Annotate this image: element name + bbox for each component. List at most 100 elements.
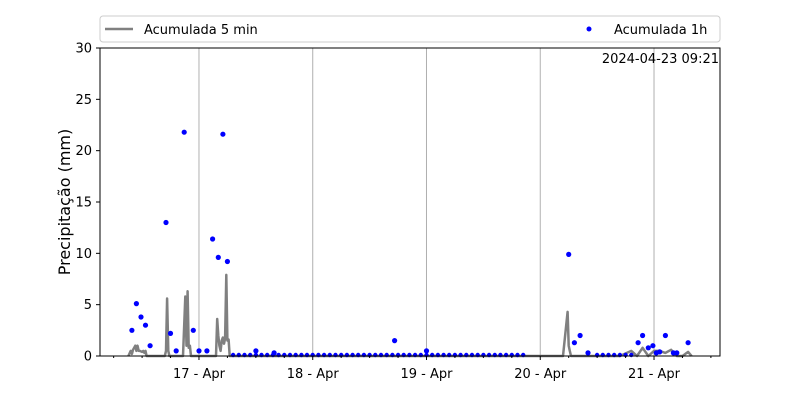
y-axis: 0 5 10 15 20 25 30 xyxy=(75,42,100,365)
data-point xyxy=(138,314,144,320)
legend-dot-swatch xyxy=(586,26,592,32)
y-tick-label: 5 xyxy=(84,298,92,313)
x-tick-label: 21 - Apr xyxy=(628,367,681,382)
series-line-acumulada-5min xyxy=(127,273,693,358)
data-point-zero xyxy=(287,352,293,358)
x-axis: 17 - Apr 18 - Apr 19 - Apr 20 - Apr 21 - Apr xyxy=(113,356,712,382)
data-point-zero xyxy=(230,352,236,358)
data-point xyxy=(645,345,651,351)
data-point-zero xyxy=(515,352,520,358)
data-point-zero xyxy=(333,352,338,358)
data-point xyxy=(173,348,179,354)
data-point xyxy=(423,348,430,354)
data-point-zero xyxy=(344,352,350,358)
data-point-zero xyxy=(304,352,310,358)
data-point xyxy=(204,348,210,354)
data-point-zero xyxy=(361,352,367,358)
data-point xyxy=(571,340,578,346)
data-point-zero xyxy=(503,352,509,358)
data-point xyxy=(142,322,149,328)
x-tick-label: 19 - Apr xyxy=(400,367,453,382)
data-point-zero xyxy=(407,352,412,358)
data-point xyxy=(674,350,680,356)
x-tick-label: 17 - Apr xyxy=(173,367,226,382)
y-axis-label: Precipitação (mm) xyxy=(55,129,74,276)
data-point-zero xyxy=(265,352,270,358)
y-tick-label: 30 xyxy=(75,42,92,57)
data-point-zero xyxy=(316,352,321,358)
data-point-zero xyxy=(617,352,623,358)
x-gridlines xyxy=(198,48,655,356)
data-point-zero xyxy=(498,352,503,358)
data-point-zero xyxy=(486,352,492,358)
data-point-zero xyxy=(412,352,418,358)
x-tick-label: 20 - Apr xyxy=(514,367,567,382)
data-point-zero xyxy=(469,352,475,358)
data-point-zero xyxy=(521,352,526,358)
data-point-zero xyxy=(384,352,389,358)
plot-frame xyxy=(99,47,721,357)
data-point-zero xyxy=(418,352,423,358)
data-point xyxy=(224,258,230,265)
data-point xyxy=(190,327,196,333)
data-point xyxy=(147,343,153,349)
data-point-zero xyxy=(242,352,247,358)
data-point xyxy=(253,348,259,354)
y-tick-label: 15 xyxy=(75,196,92,211)
y-tick-label: 20 xyxy=(75,144,92,159)
timestamp-annotation: 2024-04-23 09:21 xyxy=(602,52,719,67)
y-tick-label: 25 xyxy=(75,93,92,108)
data-point-zero xyxy=(356,352,361,358)
legend: Acumulada 5 min Acumulada 1h xyxy=(99,15,721,43)
data-point-zero xyxy=(612,352,617,358)
data-point xyxy=(133,301,139,307)
data-point-zero xyxy=(464,352,469,358)
data-point xyxy=(635,340,641,346)
data-point-zero xyxy=(458,352,463,358)
data-point-zero xyxy=(492,352,497,358)
data-point xyxy=(650,343,656,349)
data-point-zero xyxy=(401,352,406,358)
data-point-zero xyxy=(248,352,253,358)
data-point-zero xyxy=(321,352,327,358)
data-point xyxy=(585,350,591,356)
data-point xyxy=(685,340,691,346)
data-point-zero xyxy=(435,352,441,358)
data-point-zero xyxy=(629,352,634,358)
series-acumulada-1h xyxy=(129,129,691,358)
data-point xyxy=(662,332,669,339)
data-point-zero xyxy=(259,352,264,358)
legend-box xyxy=(99,15,721,43)
data-point xyxy=(577,332,583,339)
data-point xyxy=(657,349,663,355)
data-point xyxy=(163,219,169,226)
data-point xyxy=(181,129,187,135)
data-point-zero xyxy=(350,352,355,358)
series-acumulada-5min xyxy=(127,273,693,358)
data-point-zero xyxy=(441,352,446,358)
legend-label-acumulada-5min: Acumulada 5 min xyxy=(144,23,258,38)
data-point-zero xyxy=(276,352,281,358)
data-point xyxy=(392,338,398,344)
y-tick-label: 10 xyxy=(75,247,92,262)
data-point-zero xyxy=(430,352,435,358)
data-point-zero xyxy=(447,352,452,358)
data-point xyxy=(220,131,226,137)
data-point xyxy=(196,348,202,354)
data-point xyxy=(566,251,572,257)
data-point-zero xyxy=(600,352,605,358)
data-point-zero xyxy=(236,352,241,358)
data-point-zero xyxy=(475,352,480,358)
data-point xyxy=(167,330,174,336)
data-point-zero xyxy=(293,352,298,358)
data-point-zero xyxy=(606,352,611,358)
data-point xyxy=(129,327,135,333)
data-point xyxy=(215,254,221,260)
data-point-zero xyxy=(378,352,384,358)
data-point-zero xyxy=(299,352,304,358)
data-point-zero xyxy=(327,352,332,358)
data-point xyxy=(640,332,646,339)
data-point-zero xyxy=(373,352,378,358)
data-point xyxy=(271,350,277,356)
